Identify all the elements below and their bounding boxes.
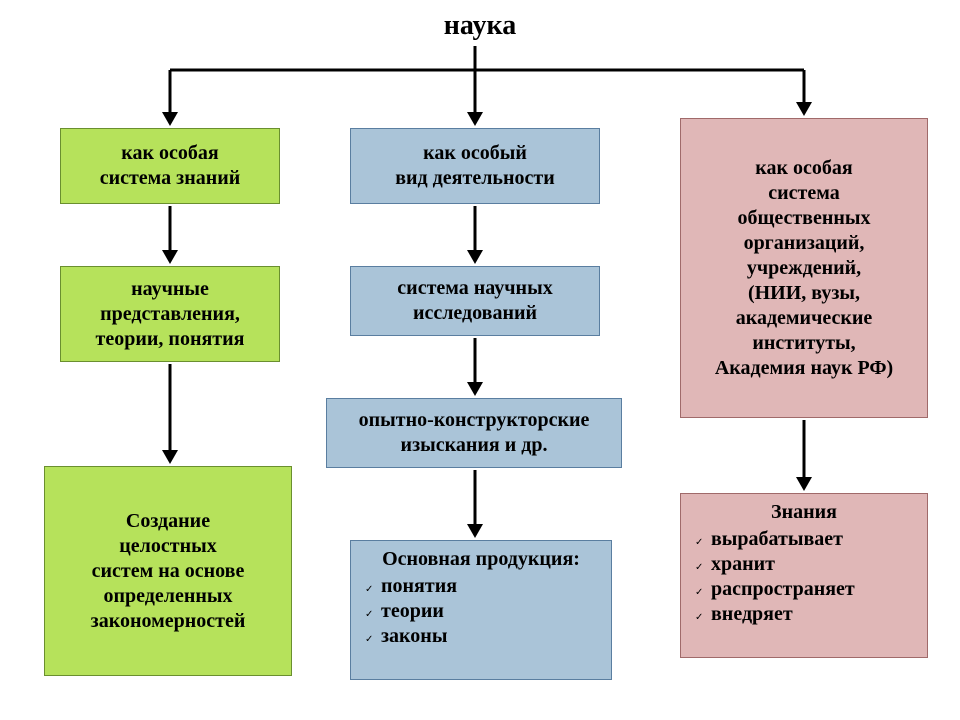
node-g1-line-1: система знаний xyxy=(100,166,241,191)
node-p1-line-1: система xyxy=(768,181,839,206)
node-p1-line-8: Академия наук РФ) xyxy=(715,356,893,381)
node-b4-item-0: понятия xyxy=(365,574,601,599)
node-g1: как особаясистема знаний xyxy=(60,128,280,204)
node-b1: как особыйвид деятельности xyxy=(350,128,600,204)
node-g2-line-1: представления, xyxy=(100,302,240,327)
node-g2: научныепредставления,теории, понятия xyxy=(60,266,280,362)
node-p1-line-3: организаций, xyxy=(744,231,865,256)
node-g3-line-1: целостных xyxy=(119,534,216,559)
node-p2: Знаниявырабатываетхранитраспространяетвн… xyxy=(680,493,928,658)
node-p2-title: Знания xyxy=(691,500,917,525)
diagram-title: наука xyxy=(0,10,960,42)
node-b1-line-1: вид деятельности xyxy=(395,166,555,191)
node-g3-line-0: Создание xyxy=(126,509,210,534)
node-g3-line-4: закономерностей xyxy=(91,609,246,634)
node-p1-line-4: учреждений, xyxy=(747,256,861,281)
node-g3: Созданиецелостныхсистем на основеопредел… xyxy=(44,466,292,676)
node-p2-item-2: распространяет xyxy=(695,577,917,602)
node-b2: система научныхисследований xyxy=(350,266,600,336)
node-p2-item-1: хранит xyxy=(695,552,917,577)
node-p1-line-0: как особая xyxy=(755,156,852,181)
node-p1: как особаясистемаобщественныхорганизаций… xyxy=(680,118,928,418)
node-b3-line-1: изыскания и др. xyxy=(401,433,548,458)
node-b1-line-0: как особый xyxy=(423,141,527,166)
node-b3-line-0: опытно-конструкторские xyxy=(359,408,590,433)
node-b3: опытно-конструкторскиеизыскания и др. xyxy=(326,398,622,468)
node-g3-line-3: определенных xyxy=(103,584,232,609)
node-b2-line-1: исследований xyxy=(413,301,537,326)
node-g2-line-0: научные xyxy=(131,277,209,302)
node-b4-list: понятиятеориизаконы xyxy=(361,574,601,649)
node-p1-line-7: институты, xyxy=(752,331,855,356)
node-b4-item-2: законы xyxy=(365,624,601,649)
node-b2-line-0: система научных xyxy=(397,276,552,301)
node-g2-line-2: теории, понятия xyxy=(96,327,245,352)
node-b4-item-1: теории xyxy=(365,599,601,624)
node-b4: Основная продукция:понятиятеориизаконы xyxy=(350,540,612,680)
node-p2-item-3: внедряет xyxy=(695,602,917,627)
node-g3-line-2: систем на основе xyxy=(92,559,245,584)
node-b4-title: Основная продукция: xyxy=(361,547,601,572)
node-p1-line-6: академические xyxy=(736,306,873,331)
node-g1-line-0: как особая xyxy=(121,141,218,166)
node-p1-line-2: общественных xyxy=(737,206,870,231)
node-p2-item-0: вырабатывает xyxy=(695,527,917,552)
node-p1-line-5: (НИИ, вузы, xyxy=(748,281,860,306)
node-p2-list: вырабатываетхранитраспространяетвнедряет xyxy=(691,527,917,627)
